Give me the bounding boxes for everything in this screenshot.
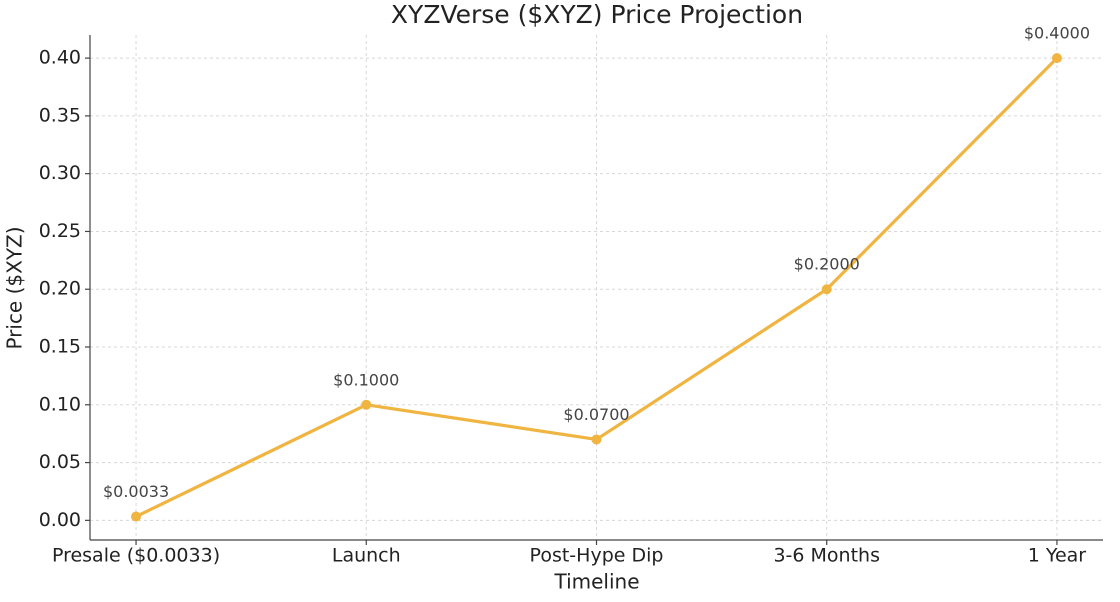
y-tick-label: 0.20 [39,278,81,300]
data-label: $0.2000 [794,255,860,274]
data-label: $0.0033 [103,482,169,501]
x-tick-label: Presale ($0.0033) [52,545,220,567]
data-point [821,284,832,295]
data-label: $0.0700 [563,405,629,424]
y-tick-label: 0.25 [39,220,81,242]
data-point [131,511,142,522]
x-tick-label: 3-6 Months [773,545,880,567]
data-point [1051,53,1062,64]
y-tick-label: 0.10 [39,393,81,415]
y-tick-label: 0.05 [39,451,81,473]
y-tick-label: 0.35 [39,104,81,126]
y-tick-label: 0.00 [39,509,81,531]
x-tick-label: 1 Year [1028,545,1087,567]
x-axis-title: Timeline [553,570,639,594]
data-point [591,434,602,445]
y-axis-title: Price ($XYZ) [3,226,27,349]
y-tick-label: 0.40 [39,47,81,69]
data-point [361,399,372,410]
data-label: $0.1000 [333,370,399,389]
x-tick-label: Launch [332,545,401,567]
x-tick-label: Post-Hype Dip [530,545,664,567]
chart-title: XYZVerse ($XYZ) Price Projection [391,0,803,29]
data-label: $0.4000 [1024,24,1090,43]
y-tick-label: 0.15 [39,336,81,358]
y-tick-label: 0.30 [39,162,81,184]
